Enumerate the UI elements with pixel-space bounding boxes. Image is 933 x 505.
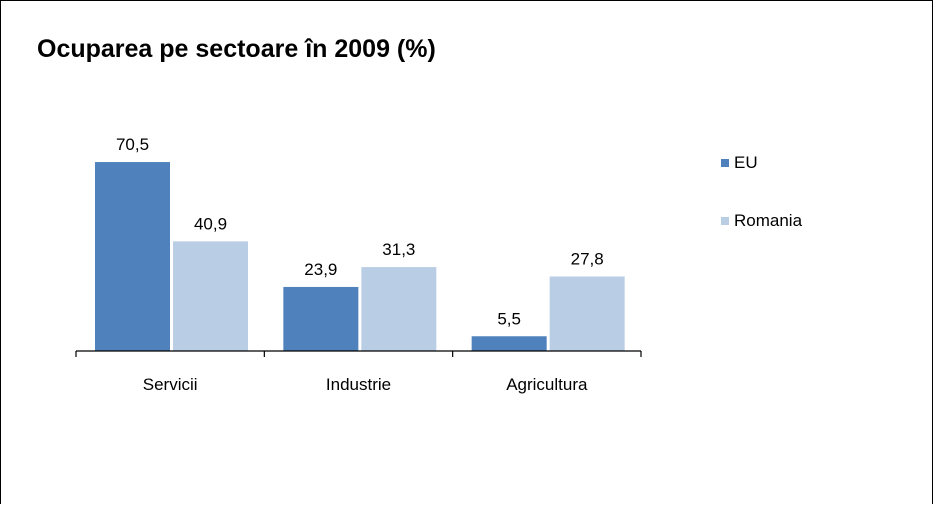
x-tick-label-servicii: Servicii	[143, 375, 198, 394]
legend-swatch-eu	[721, 159, 729, 167]
x-tick-label-industrie: Industrie	[326, 375, 391, 394]
legend-label-eu: EU	[734, 153, 758, 172]
bar-eu-servicii	[95, 162, 170, 351]
chart-title: Ocuparea pe sectoare în 2009 (%)	[37, 35, 436, 63]
legend-swatch-romania	[721, 217, 729, 225]
x-tick-label-agricultura: Agricultura	[506, 375, 588, 394]
data-label-eu-servicii: 70,5	[116, 135, 149, 154]
data-label-romania-agricultura: 27,8	[571, 249, 604, 268]
bar-romania-agricultura	[549, 276, 625, 351]
legend-item-eu: EU	[721, 153, 758, 173]
legend-item-romania: Romania	[721, 211, 802, 231]
bar-romania-servicii	[173, 241, 248, 351]
data-label-eu-agricultura: 5,5	[497, 309, 521, 328]
data-label-eu-industrie: 23,9	[304, 260, 337, 279]
bar-eu-agricultura	[471, 336, 547, 351]
data-label-romania-servicii: 40,9	[194, 214, 227, 233]
bar-eu-industrie	[283, 286, 359, 351]
data-label-romania-industrie: 31,3	[382, 240, 415, 259]
legend-label-romania: Romania	[734, 211, 803, 230]
bar-romania-industrie	[361, 267, 437, 351]
